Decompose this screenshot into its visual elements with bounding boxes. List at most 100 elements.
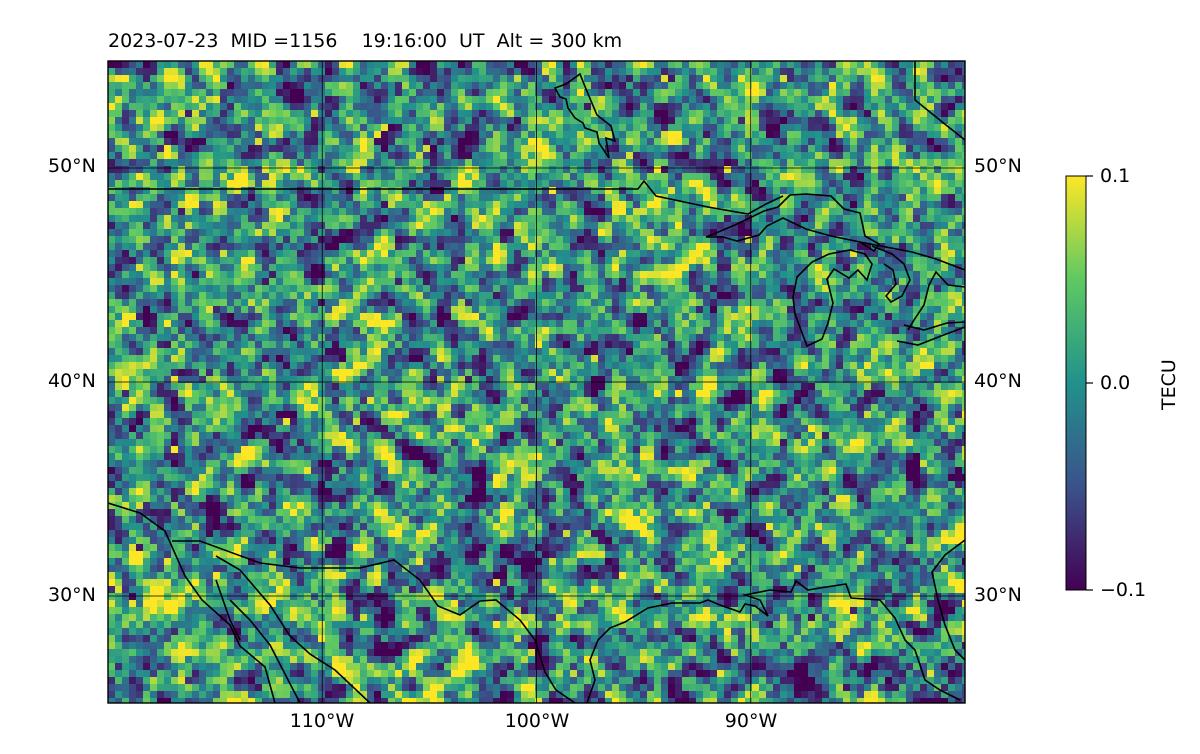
tec-cell bbox=[318, 187, 325, 194]
tec-cell bbox=[682, 215, 689, 222]
tec-cell bbox=[717, 124, 724, 131]
tec-cell bbox=[220, 152, 227, 159]
tec-cell bbox=[556, 299, 563, 306]
tec-cell bbox=[878, 131, 885, 138]
tec-cell bbox=[563, 180, 570, 187]
tec-cell bbox=[374, 194, 381, 201]
tec-cell bbox=[724, 166, 731, 173]
tec-cell bbox=[262, 236, 269, 243]
tec-cell bbox=[479, 257, 486, 264]
tec-cell bbox=[577, 208, 584, 215]
tec-cell bbox=[234, 278, 241, 285]
tec-cell bbox=[906, 117, 913, 124]
tec-cell bbox=[199, 215, 206, 222]
tec-cell bbox=[535, 187, 542, 194]
tec-cell bbox=[276, 271, 283, 278]
tec-cell bbox=[577, 257, 584, 264]
tec-cell bbox=[213, 278, 220, 285]
tec-cell bbox=[570, 201, 577, 208]
tec-cell bbox=[535, 264, 542, 271]
tec-cell bbox=[458, 124, 465, 131]
tec-cell bbox=[444, 124, 451, 131]
tec-cell bbox=[780, 285, 787, 292]
tec-cell bbox=[108, 257, 115, 264]
tec-cell bbox=[703, 299, 710, 306]
tec-cell bbox=[850, 320, 857, 327]
tec-cell bbox=[717, 194, 724, 201]
tec-cell bbox=[437, 201, 444, 208]
tec-cell bbox=[178, 208, 185, 215]
tec-cell bbox=[542, 243, 549, 250]
tec-cell bbox=[402, 180, 409, 187]
tec-cell bbox=[248, 103, 255, 110]
tec-cell bbox=[220, 180, 227, 187]
tec-cell bbox=[500, 152, 507, 159]
tec-cell bbox=[808, 334, 815, 341]
tec-cell bbox=[255, 334, 262, 341]
tec-cell bbox=[472, 271, 479, 278]
tec-cell bbox=[857, 75, 864, 82]
tec-cell bbox=[409, 145, 416, 152]
tec-cell bbox=[115, 229, 122, 236]
tec-cell bbox=[416, 68, 423, 75]
tec-cell bbox=[381, 75, 388, 82]
tec-cell bbox=[353, 75, 360, 82]
tec-cell bbox=[577, 110, 584, 117]
tec-cell bbox=[108, 306, 115, 313]
tec-cell bbox=[626, 117, 633, 124]
tec-cell bbox=[318, 75, 325, 82]
tec-cell bbox=[885, 320, 892, 327]
tec-cell bbox=[633, 334, 640, 341]
tec-cell bbox=[878, 208, 885, 215]
tec-cell bbox=[773, 271, 780, 278]
tec-cell bbox=[626, 236, 633, 243]
tec-cell bbox=[325, 159, 332, 166]
tec-cell bbox=[941, 61, 948, 68]
tec-cell bbox=[535, 306, 542, 313]
tec-cell bbox=[549, 208, 556, 215]
tec-cell bbox=[248, 257, 255, 264]
tec-cell bbox=[584, 341, 591, 348]
tec-cell bbox=[878, 215, 885, 222]
tec-cell bbox=[899, 320, 906, 327]
tec-cell bbox=[255, 82, 262, 89]
tec-cell bbox=[892, 166, 899, 173]
tec-cell bbox=[528, 313, 535, 320]
tec-cell bbox=[248, 194, 255, 201]
tec-cell bbox=[829, 131, 836, 138]
tec-cell bbox=[486, 229, 493, 236]
tec-cell bbox=[864, 173, 871, 180]
tec-cell bbox=[612, 264, 619, 271]
tec-cell bbox=[451, 96, 458, 103]
tec-cell bbox=[353, 250, 360, 257]
tec-cell bbox=[115, 61, 122, 68]
tec-cell bbox=[955, 159, 962, 166]
tec-cell bbox=[906, 89, 913, 96]
tec-cell bbox=[304, 194, 311, 201]
tec-cell bbox=[822, 166, 829, 173]
tec-cell bbox=[542, 152, 549, 159]
tec-cell bbox=[731, 166, 738, 173]
tec-cell bbox=[752, 75, 759, 82]
tec-cell bbox=[535, 124, 542, 131]
tec-cell bbox=[815, 271, 822, 278]
tec-cell bbox=[360, 89, 367, 96]
tec-cell bbox=[262, 222, 269, 229]
tec-cell bbox=[661, 180, 668, 187]
tec-cell bbox=[332, 341, 339, 348]
tec-cell bbox=[906, 138, 913, 145]
tec-cell bbox=[885, 201, 892, 208]
tec-cell bbox=[808, 243, 815, 250]
tec-cell bbox=[150, 341, 157, 348]
tec-cell bbox=[843, 145, 850, 152]
tec-cell bbox=[626, 159, 633, 166]
tec-cell bbox=[633, 180, 640, 187]
tec-cell bbox=[556, 215, 563, 222]
tec-cell bbox=[584, 110, 591, 117]
tec-cell bbox=[591, 243, 598, 250]
tec-cell bbox=[955, 173, 962, 180]
tec-cell bbox=[521, 145, 528, 152]
tec-cell bbox=[339, 278, 346, 285]
tec-cell bbox=[339, 299, 346, 306]
tec-cell bbox=[136, 82, 143, 89]
